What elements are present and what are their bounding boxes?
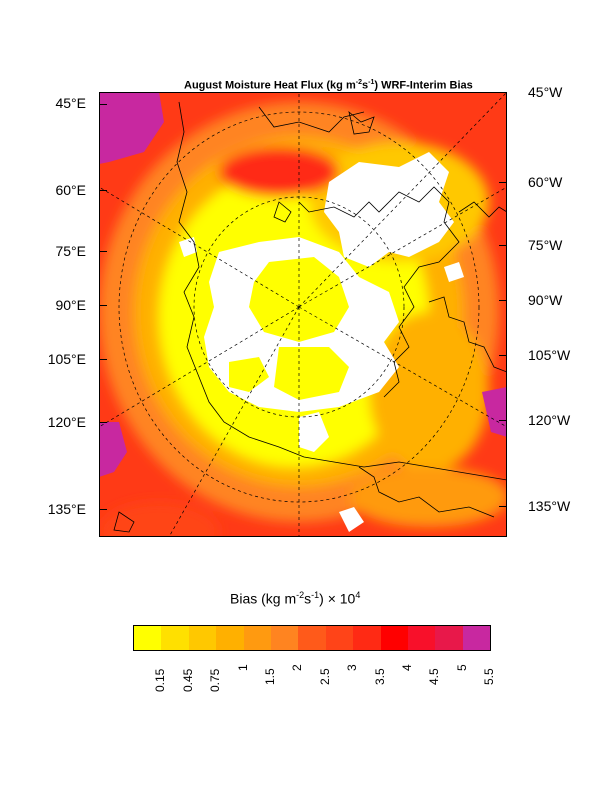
right-axis-label: 105°W xyxy=(528,347,571,363)
bias-magenta-region xyxy=(99,92,164,164)
colorbar-cell xyxy=(134,626,162,650)
right-axis-label: 45°W xyxy=(528,84,563,100)
colorbar-cell xyxy=(188,626,217,650)
coastlines xyxy=(113,101,507,533)
colorbar-level-label: 3 xyxy=(345,664,360,671)
colorbar-title: Bias (kg m-2s-1) × 104 xyxy=(230,590,361,607)
colorbar-cell xyxy=(407,626,436,650)
colorbar-cell xyxy=(435,626,463,650)
colorbar-cell xyxy=(298,626,326,650)
colorbar-level-label: 5 xyxy=(454,664,469,671)
colorbar-level-label: 0.75 xyxy=(208,668,223,692)
colorbar-level-label: 4 xyxy=(400,664,414,671)
graticule xyxy=(99,92,507,537)
colorbar xyxy=(133,625,492,651)
right-axis-label: 90°W xyxy=(528,292,563,308)
colorbar-cell xyxy=(325,626,354,650)
colorbar-level-label: 1.5 xyxy=(263,668,277,685)
left-axis-label: 90°E xyxy=(55,297,86,313)
colorbar-level-label: 0.15 xyxy=(153,668,168,692)
right-axis-label: 75°W xyxy=(528,237,563,253)
colorbar-cell xyxy=(380,626,408,650)
left-axis-label: 75°E xyxy=(55,243,86,259)
colorbar-level-label: 2.5 xyxy=(317,668,332,685)
right-axis-label: 135°W xyxy=(528,498,571,514)
colorbar-cell xyxy=(353,626,381,650)
colorbar-level-label: 3.5 xyxy=(372,668,387,685)
colorbar-level-label: 5.5 xyxy=(482,668,497,685)
colorbar-cell xyxy=(243,626,271,650)
colorbar-level-label: 2 xyxy=(290,664,305,671)
left-axis-label: 135°E xyxy=(47,501,86,517)
colorbar-level-label: 1 xyxy=(235,664,250,671)
left-axis-label: 45°E xyxy=(55,95,86,111)
map-border xyxy=(99,92,507,537)
right-axis-label: 60°W xyxy=(528,174,563,190)
map-title: August Moisture Heat Flux (kg m-2s-1) WR… xyxy=(184,79,473,92)
colorbar-cell xyxy=(216,626,244,650)
colorbar-cell xyxy=(161,626,189,650)
polar-map xyxy=(99,92,507,537)
colorbar-cell xyxy=(462,626,491,650)
colorbar-level-label: 0.45 xyxy=(180,668,195,692)
colorbar-level-label: 4.5 xyxy=(427,668,442,685)
left-axis-label: 120°E xyxy=(47,414,86,430)
right-axis-label: 120°W xyxy=(528,412,571,428)
left-axis-label: 60°E xyxy=(55,182,86,198)
left-axis-label: 105°E xyxy=(47,351,86,367)
colorbar-cell xyxy=(270,626,299,650)
